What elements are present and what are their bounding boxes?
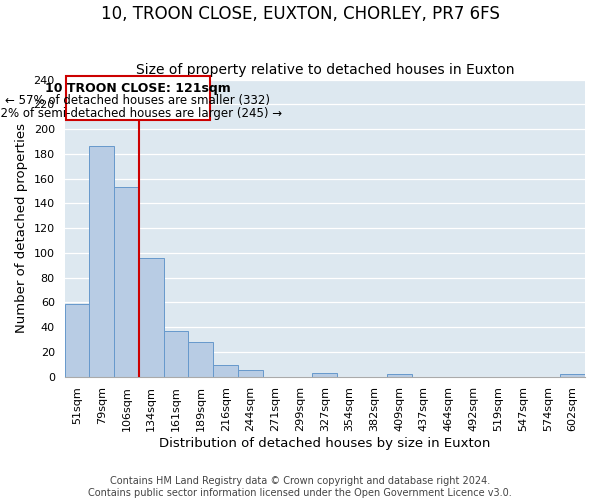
- Text: 10, TROON CLOSE, EUXTON, CHORLEY, PR7 6FS: 10, TROON CLOSE, EUXTON, CHORLEY, PR7 6F…: [101, 5, 499, 23]
- Bar: [139, 258, 164, 376]
- Bar: [313, 373, 337, 376]
- Text: 10 TROON CLOSE: 121sqm: 10 TROON CLOSE: 121sqm: [45, 82, 230, 95]
- Text: ← 57% of detached houses are smaller (332): ← 57% of detached houses are smaller (33…: [5, 94, 270, 108]
- X-axis label: Distribution of detached houses by size in Euxton: Distribution of detached houses by size …: [159, 437, 490, 450]
- Bar: [238, 370, 263, 376]
- Bar: [114, 187, 139, 376]
- Bar: [560, 374, 585, 376]
- Bar: [188, 342, 213, 376]
- Bar: [65, 304, 89, 376]
- Text: Contains HM Land Registry data © Crown copyright and database right 2024.
Contai: Contains HM Land Registry data © Crown c…: [88, 476, 512, 498]
- Bar: [89, 146, 114, 376]
- Text: 42% of semi-detached houses are larger (245) →: 42% of semi-detached houses are larger (…: [0, 107, 282, 120]
- Bar: [387, 374, 412, 376]
- Y-axis label: Number of detached properties: Number of detached properties: [15, 123, 28, 333]
- Title: Size of property relative to detached houses in Euxton: Size of property relative to detached ho…: [136, 63, 514, 77]
- FancyBboxPatch shape: [66, 76, 209, 120]
- Bar: [213, 366, 238, 376]
- Bar: [164, 331, 188, 376]
